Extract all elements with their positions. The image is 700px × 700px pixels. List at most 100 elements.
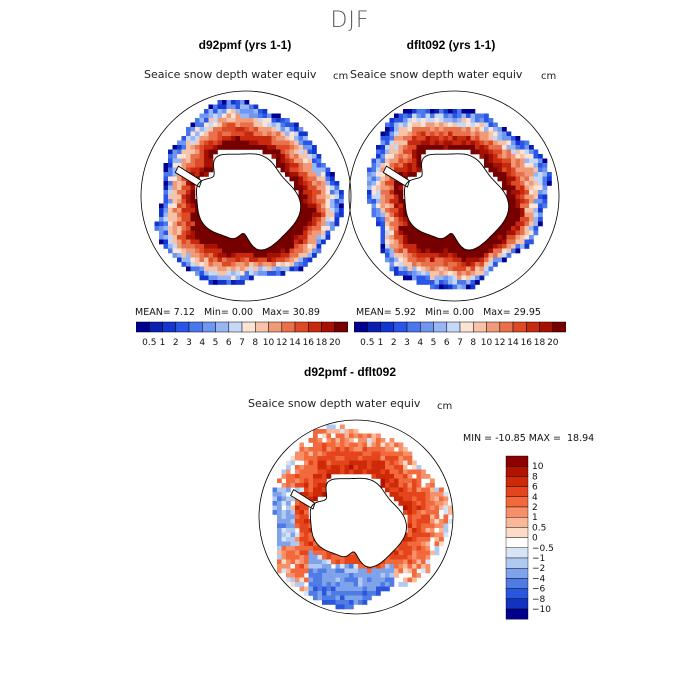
field1-cell-901 xyxy=(240,275,245,281)
field2-cell-274 xyxy=(412,154,417,159)
field1-cell-393 xyxy=(298,181,304,186)
field3-cell-330 xyxy=(389,492,395,497)
field2-cell-260 xyxy=(511,149,516,155)
field1-cell-814 xyxy=(294,257,299,263)
field2-cell-181 xyxy=(421,140,426,146)
field1-cell-777 xyxy=(267,253,272,258)
field3-cell-307 xyxy=(389,487,395,493)
field2-cell-664 xyxy=(421,239,426,245)
field3-cell-577 xyxy=(326,550,332,556)
field1-cell-187 xyxy=(226,140,232,146)
field1-cell-779 xyxy=(276,253,281,258)
field2-cell-187 xyxy=(448,140,453,146)
field1-cell-487 xyxy=(330,203,335,209)
field2-cell-71 xyxy=(434,122,440,128)
field3-cell-90 xyxy=(304,451,309,457)
field2-cell-658 xyxy=(394,239,399,245)
field2-cell-139 xyxy=(502,131,507,137)
field1-cell-216 xyxy=(217,145,223,150)
field1-cell-170 xyxy=(280,136,286,141)
field3-cell-220 xyxy=(380,469,386,475)
field3-cell-315 xyxy=(425,487,431,493)
field3-cell-281 xyxy=(313,483,318,488)
field3-cell-410 xyxy=(304,510,309,515)
field1-cell-437 xyxy=(168,194,173,200)
field3-cell-423 xyxy=(281,514,287,520)
field1-cell-186 xyxy=(222,140,227,146)
field1-cell-397 xyxy=(316,181,322,186)
field1-cell-169 xyxy=(276,136,281,141)
field2-cell-124 xyxy=(434,131,440,137)
field1-cell-873 xyxy=(199,271,205,276)
field2-cell-351 xyxy=(416,167,422,173)
field3-cell-565 xyxy=(434,546,440,551)
field2-cell-795 xyxy=(466,257,471,263)
field3-cell-489 xyxy=(281,532,287,538)
field2-cell-88 xyxy=(398,127,404,132)
field2-cell-295 xyxy=(394,158,399,164)
field3-cell-561 xyxy=(416,546,422,551)
field2-cell-789 xyxy=(439,257,444,263)
field2-cell-377 xyxy=(497,172,503,177)
field3-cell-225 xyxy=(403,469,408,475)
field1-cell-396 xyxy=(312,181,317,186)
field2-cell-318 xyxy=(385,163,390,168)
field1-cell-580 xyxy=(195,226,200,231)
field1-cell-616 xyxy=(303,230,308,236)
field1-cell-3 xyxy=(231,100,236,105)
field2-cell-590 xyxy=(407,226,413,231)
field3-cell-1 xyxy=(331,424,336,430)
field3-cell-517 xyxy=(407,537,413,542)
field3-cell-96 xyxy=(331,451,336,457)
field1-cell-279 xyxy=(307,154,313,159)
field2-cell-702 xyxy=(457,244,462,249)
field2-cell-205 xyxy=(376,145,381,150)
field2-cell-768 xyxy=(470,253,476,258)
field1-cell-177 xyxy=(181,140,187,146)
field1-cell-292 xyxy=(276,158,281,164)
field3-cell-678 xyxy=(380,564,386,569)
field1-cell-263 xyxy=(177,154,182,159)
field2-cell-765 xyxy=(457,253,462,258)
field3-cell-723 xyxy=(286,573,291,578)
field3-cell-207 xyxy=(322,469,327,475)
field1-cell-14 xyxy=(240,104,245,110)
field1-cell-871 xyxy=(298,266,304,272)
field3-cell-233 xyxy=(295,474,300,479)
field3-cell-363 xyxy=(439,496,444,502)
field2-cell-895 xyxy=(439,280,444,285)
field2-cell-469 xyxy=(389,194,395,200)
field3-cell-631 xyxy=(308,559,314,565)
field3-cell-435 xyxy=(434,514,440,520)
field1-cell-903 xyxy=(249,275,254,281)
panel2-colorbar-label-1: 1 xyxy=(378,338,384,348)
field3-cell-714 xyxy=(389,568,395,574)
field1-cell-255 xyxy=(289,149,295,155)
field1-cell-790 xyxy=(186,257,191,263)
field2-cell-266 xyxy=(376,154,381,159)
field1-cell-375 xyxy=(289,176,295,182)
field3-cell-527 xyxy=(290,541,296,547)
field1-cell-138 xyxy=(262,131,268,137)
panel3-colorbar-box-9 xyxy=(505,547,529,559)
panel1-colorbar-box-7 xyxy=(228,321,243,333)
field3-cell-193 xyxy=(398,465,404,470)
field2-cell-470 xyxy=(394,194,399,200)
field1-cell-459 xyxy=(190,199,196,204)
panel2-variable-label: Seaice snow depth water equiv xyxy=(350,68,523,81)
field2-cell-375 xyxy=(412,172,417,177)
field3-cell-691 xyxy=(286,568,291,574)
field3-cell-859 xyxy=(358,600,363,605)
field1-cell-761 xyxy=(195,253,200,258)
field3-cell-574 xyxy=(313,550,318,556)
field1-cell-153 xyxy=(204,136,209,141)
field2-cell-84 xyxy=(493,122,498,128)
field3-cell-482 xyxy=(421,528,426,533)
field3-cell-852 xyxy=(326,600,332,605)
field1-cell-857 xyxy=(235,266,241,272)
field2-cell-120 xyxy=(416,131,422,137)
field2-cell-22 xyxy=(421,113,426,119)
field1-cell-861 xyxy=(253,266,259,272)
field1-cell-106 xyxy=(235,127,241,132)
field2-cell-339 xyxy=(542,163,548,168)
